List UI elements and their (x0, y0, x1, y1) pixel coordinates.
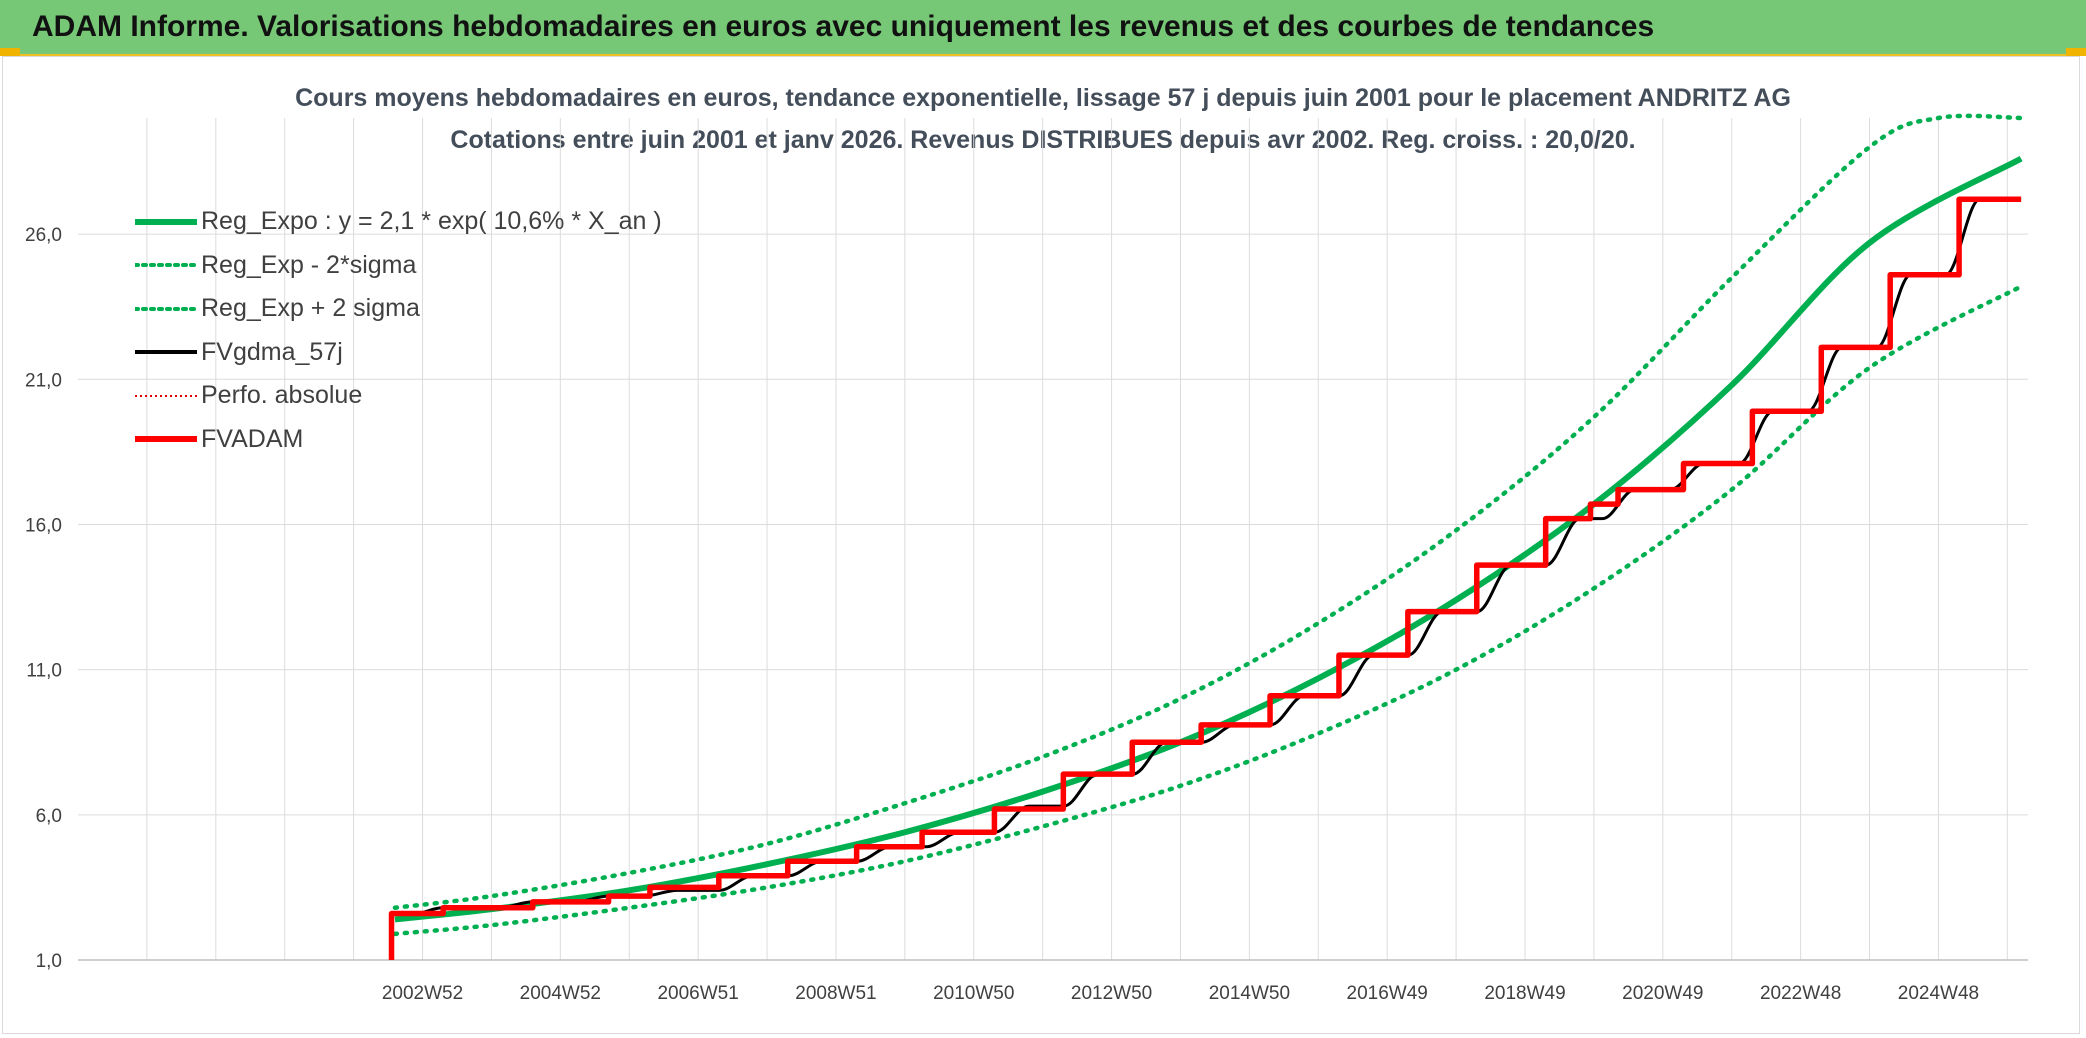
series-fvgdma-57j (394, 197, 2022, 916)
y-tick-label: 6,0 (36, 806, 62, 827)
x-tick-label: 2020W49 (1622, 983, 1703, 1004)
report-banner: ADAM Informe. Valorisations hebdomadaire… (0, 0, 2086, 56)
y-tick-label: 26,0 (25, 225, 62, 246)
series-reg-exp-plus-2sigma (392, 113, 2024, 910)
corner-marker-right (2066, 48, 2086, 56)
y-tick-label: 21,0 (25, 370, 62, 391)
x-tick-label: 2004W52 (520, 983, 601, 1004)
x-tick-label: 2018W49 (1484, 983, 1565, 1004)
legend-label-reg-exp-plus: Reg_Exp + 2 sigma (201, 294, 420, 323)
legend-item-fvgdma: FVgdma_57j (135, 331, 662, 375)
chart-title: Cours moyens hebdomadaires en euros, ten… (295, 84, 1791, 112)
chart-frame (2, 56, 2080, 1034)
legend-label-perfo: Perfo. absolue (201, 381, 363, 410)
y-tick-label: 1,0 (36, 951, 62, 972)
x-tick-label: 2002W52 (382, 983, 463, 1004)
y-tick-label: 11,0 (26, 661, 62, 682)
legend-item-reg-expo: Reg_Expo : y = 2,1 * exp( 10,6% * X_an ) (135, 200, 662, 244)
legend-swatch-fvadam (135, 436, 197, 443)
y-tick-label: 16,0 (25, 515, 62, 536)
x-tick-label: 2016W49 (1347, 983, 1428, 1004)
legend: Reg_Expo : y = 2,1 * exp( 10,6% * X_an )… (135, 200, 662, 461)
legend-item-reg-exp-plus: Reg_Exp + 2 sigma (135, 287, 662, 331)
legend-item-perfo: Perfo. absolue (135, 374, 662, 418)
legend-label-fvadam: FVADAM (201, 424, 304, 453)
x-tick-label: 2010W50 (933, 983, 1014, 1004)
series-layer (388, 113, 2024, 960)
legend-label-fvgdma: FVgdma_57j (201, 337, 343, 366)
legend-swatch-reg-expo (135, 218, 197, 225)
x-tick-label: 2014W50 (1209, 983, 1290, 1004)
legend-swatch-reg-exp-plus (135, 306, 199, 311)
legend-swatch-perfo (135, 394, 197, 397)
legend-item-reg-exp-minus: Reg_Exp - 2*sigma (135, 244, 662, 288)
grid-lines (78, 118, 2028, 961)
series-fvadam (388, 196, 2022, 960)
legend-label-reg-expo: Reg_Expo : y = 2,1 * exp( 10,6% * X_an ) (201, 207, 662, 236)
x-tick-label: 2024W48 (1898, 983, 1979, 1004)
series-reg-exp-minus-2sigma (392, 284, 2024, 937)
axis-labels: 1,0 6,0 11,0 16,0 21,0 26,0 2002W52 2004W52 2006… (25, 225, 1979, 1004)
x-tick-label: 2012W50 (1071, 983, 1152, 1004)
report-title: ADAM Informe. Valorisations hebdomadaire… (32, 10, 1655, 43)
legend-item-fvadam: FVADAM (135, 418, 662, 462)
x-tick-label: 2008W51 (795, 983, 876, 1004)
corner-marker-left (0, 48, 20, 56)
legend-swatch-fvgdma (135, 350, 197, 355)
x-tick-label: 2022W48 (1760, 983, 1841, 1004)
legend-swatch-reg-exp-minus (135, 263, 199, 268)
legend-label-reg-exp-minus: Reg_Exp - 2*sigma (201, 250, 417, 279)
x-tick-label: 2006W51 (657, 983, 738, 1004)
